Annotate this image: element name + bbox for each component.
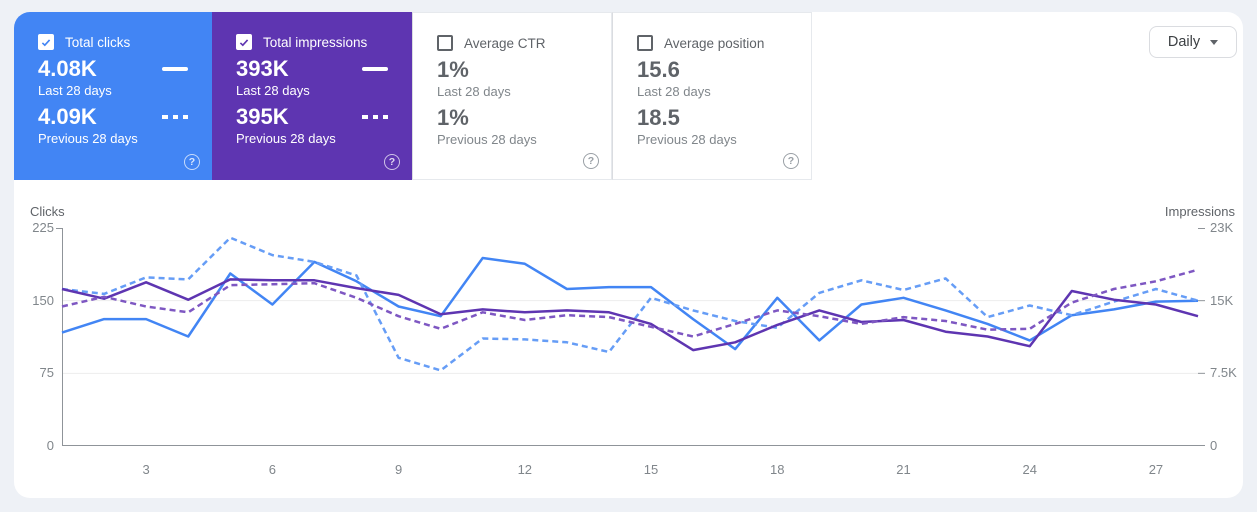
metric-secondary-value: 1% bbox=[437, 105, 469, 130]
metric-primary-value: 393K bbox=[236, 56, 289, 81]
left-axis-tick-label: 0 bbox=[46, 438, 54, 453]
right-axis-tick-label: 23K bbox=[1210, 220, 1234, 235]
solid-line-legend-icon bbox=[362, 67, 388, 71]
right-axis-tick-label: 7.5K bbox=[1210, 365, 1237, 381]
metric-card-label: Average CTR bbox=[464, 35, 546, 51]
metric-primary-value: 1% bbox=[437, 57, 469, 82]
right-axis-title: Impressions bbox=[1164, 204, 1235, 219]
checkmark-icon bbox=[41, 38, 51, 46]
metric-secondary-caption: Previous 28 days bbox=[236, 131, 336, 146]
metric-primary-caption: Last 28 days bbox=[437, 84, 511, 99]
help-icon[interactable] bbox=[384, 154, 400, 170]
left-axis-tick-label: 75 bbox=[39, 365, 54, 381]
checkbox-average-ctr[interactable] bbox=[437, 35, 453, 51]
checkbox-average-position[interactable] bbox=[637, 35, 653, 51]
metric-card-label: Total clicks bbox=[65, 34, 131, 50]
performance-panel: Total clicks 4.08K Last 28 days 4.09K Pr… bbox=[14, 12, 1243, 498]
metric-card-total-clicks[interactable]: Total clicks 4.08K Last 28 days 4.09K Pr… bbox=[14, 12, 212, 180]
x-axis-tick-label: 9 bbox=[394, 462, 403, 477]
dashed-line-legend-icon bbox=[162, 115, 188, 119]
metric-card-label: Average position bbox=[664, 35, 765, 51]
left-axis-tick-label: 150 bbox=[32, 292, 54, 308]
x-axis-tick-label: 24 bbox=[1022, 462, 1037, 477]
metric-secondary-caption: Previous 28 days bbox=[637, 132, 737, 147]
series-line-impressions-dashed bbox=[61, 268, 1199, 338]
solid-line-legend-icon bbox=[162, 67, 188, 71]
metric-secondary-value: 4.09K bbox=[38, 104, 97, 129]
metric-cards-row: Total clicks 4.08K Last 28 days 4.09K Pr… bbox=[14, 12, 1243, 180]
left-axis-title: Clicks bbox=[30, 204, 65, 219]
help-icon[interactable] bbox=[583, 153, 599, 169]
performance-line-chart bbox=[56, 228, 1205, 446]
help-icon[interactable] bbox=[783, 153, 799, 169]
checkbox-total-impressions[interactable] bbox=[236, 34, 252, 50]
metric-card-average-position[interactable]: Average position 15.6 Last 28 days 18.5 … bbox=[612, 12, 812, 180]
x-axis-tick-label: 27 bbox=[1148, 462, 1164, 477]
series-line-clicks-solid bbox=[61, 256, 1199, 351]
metric-secondary-value: 18.5 bbox=[637, 105, 680, 130]
right-axis-tick-label: 0 bbox=[1210, 438, 1218, 453]
checkbox-total-clicks[interactable] bbox=[38, 34, 54, 50]
help-icon[interactable] bbox=[184, 154, 200, 170]
metric-card-average-ctr[interactable]: Average CTR 1% Last 28 days 1% Previous … bbox=[412, 12, 612, 180]
metric-secondary-caption: Previous 28 days bbox=[38, 131, 138, 146]
metric-card-label: Total impressions bbox=[263, 34, 368, 50]
x-axis-tick-label: 15 bbox=[643, 462, 659, 477]
x-axis-tick-label: 18 bbox=[770, 462, 785, 477]
metric-secondary-caption: Previous 28 days bbox=[437, 132, 537, 147]
left-axis-tick-label: 225 bbox=[32, 220, 54, 235]
dashed-line-legend-icon bbox=[362, 115, 388, 119]
checkmark-icon bbox=[239, 38, 249, 46]
series-line-clicks-dashed bbox=[61, 236, 1199, 372]
x-axis-tick-label: 3 bbox=[142, 462, 150, 477]
date-granularity-selector[interactable]: Daily bbox=[1149, 26, 1237, 58]
right-axis-tick-label: 15K bbox=[1210, 292, 1234, 308]
x-axis-tick-label: 12 bbox=[517, 462, 533, 477]
x-axis-tick-label: 21 bbox=[896, 462, 911, 477]
granularity-value: Daily bbox=[1167, 34, 1201, 50]
series-line-impressions-solid bbox=[61, 278, 1199, 352]
metric-primary-caption: Last 28 days bbox=[38, 83, 112, 98]
metric-primary-value: 4.08K bbox=[38, 56, 97, 81]
metric-primary-caption: Last 28 days bbox=[236, 83, 310, 98]
metric-secondary-value: 395K bbox=[236, 104, 289, 129]
chevron-down-icon bbox=[1210, 39, 1219, 45]
metric-primary-value: 15.6 bbox=[637, 57, 680, 82]
x-axis-tick-label: 6 bbox=[268, 462, 276, 477]
metric-primary-caption: Last 28 days bbox=[637, 84, 711, 99]
metric-card-total-impressions[interactable]: Total impressions 393K Last 28 days 395K… bbox=[212, 12, 412, 180]
